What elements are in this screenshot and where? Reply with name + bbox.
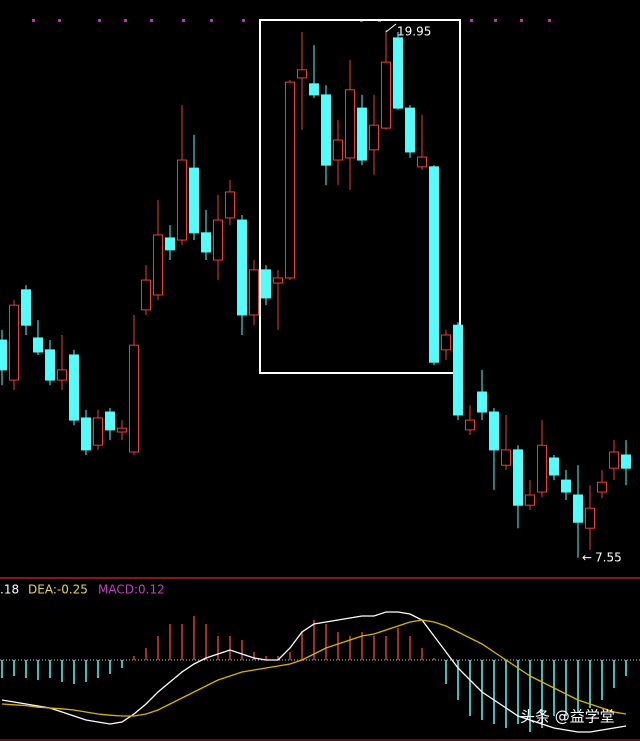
candle-body xyxy=(57,369,67,381)
candle-body xyxy=(513,449,523,506)
candle-body xyxy=(273,277,283,284)
candle-body xyxy=(297,69,307,79)
candle-body xyxy=(537,444,547,493)
candle-body xyxy=(573,494,583,523)
high-label: 19.95 xyxy=(397,25,431,39)
candle-body xyxy=(141,279,151,311)
candle-body xyxy=(477,391,487,413)
candle-body xyxy=(621,454,631,469)
macd-line xyxy=(1,611,627,733)
candle-body xyxy=(525,494,535,506)
low-arrow: ← xyxy=(582,551,592,565)
macd-label: MACD:0.12 xyxy=(98,583,165,597)
candle-body xyxy=(465,419,475,431)
candle-body xyxy=(393,37,403,109)
candle-body xyxy=(9,304,19,381)
watermark: 头条 @益学堂 xyxy=(520,708,615,726)
candle-body xyxy=(285,81,295,279)
candle-body xyxy=(561,479,571,493)
highlight-box xyxy=(259,19,461,374)
candle-body xyxy=(165,237,175,251)
candle-body xyxy=(21,289,31,326)
candle-body xyxy=(501,449,511,466)
candle-body xyxy=(357,107,367,161)
high-arrow xyxy=(385,23,397,33)
dif-label: .18 xyxy=(0,583,19,597)
candle-body xyxy=(405,107,415,153)
candle-body xyxy=(237,219,247,316)
candle-body xyxy=(333,139,343,161)
candle-body xyxy=(489,411,499,451)
candle-body xyxy=(453,324,463,416)
candle-body xyxy=(609,451,619,469)
dea-label: DEA:-0.25 xyxy=(28,583,88,597)
candles xyxy=(0,29,631,558)
candle-body xyxy=(105,411,115,431)
candle-body xyxy=(225,191,235,219)
candle-body xyxy=(69,354,79,421)
candle-body xyxy=(597,481,607,493)
candle-body xyxy=(309,83,319,96)
candle-body xyxy=(429,166,439,363)
candle-body xyxy=(585,507,595,529)
candle-body xyxy=(381,61,391,129)
candle-body xyxy=(189,167,199,234)
candle-body xyxy=(417,156,427,168)
candle-body xyxy=(81,417,91,451)
candle-body xyxy=(549,457,559,476)
candle-body xyxy=(33,337,43,353)
low-label: 7.55 xyxy=(595,551,622,565)
candle-body xyxy=(201,232,211,253)
candle-body xyxy=(261,269,271,299)
candle-body xyxy=(93,417,103,446)
macd-line xyxy=(1,619,627,717)
candle-body xyxy=(45,349,55,381)
candle-body xyxy=(129,344,139,453)
candle-body xyxy=(0,339,7,371)
candle-body xyxy=(249,269,259,316)
candle-body xyxy=(153,234,163,296)
candle-body xyxy=(345,89,355,159)
candle-body xyxy=(177,159,187,241)
candle-body xyxy=(117,427,127,433)
candle-body xyxy=(213,219,223,261)
candle-body xyxy=(441,334,451,351)
macd-panel xyxy=(0,611,640,733)
candle-body xyxy=(321,94,331,166)
candle-body xyxy=(369,124,379,151)
